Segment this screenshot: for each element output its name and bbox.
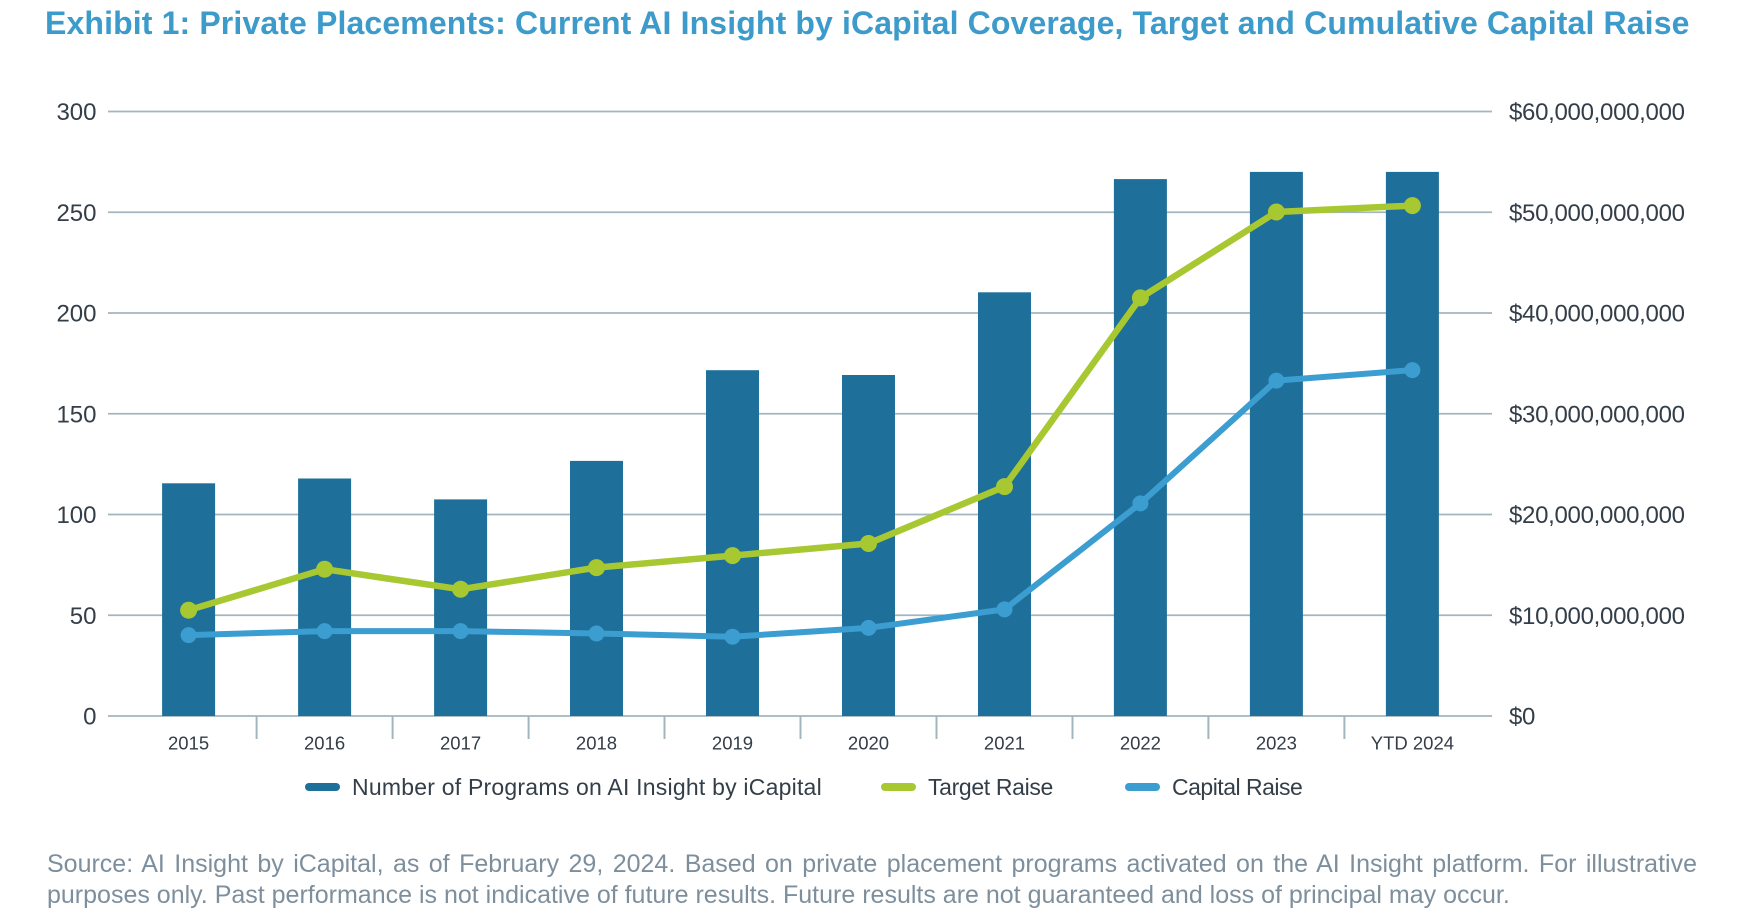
svg-text:250: 250 bbox=[56, 200, 96, 227]
svg-text:Target Raise: Target Raise bbox=[928, 774, 1053, 800]
svg-text:2022: 2022 bbox=[1120, 733, 1161, 754]
svg-text:2018: 2018 bbox=[576, 733, 617, 754]
svg-text:$0: $0 bbox=[1509, 704, 1535, 731]
svg-text:$60,000,000,000: $60,000,000,000 bbox=[1509, 99, 1685, 126]
svg-text:YTD 2024: YTD 2024 bbox=[1371, 733, 1454, 754]
svg-text:$30,000,000,000: $30,000,000,000 bbox=[1509, 401, 1685, 428]
svg-text:$10,000,000,000: $10,000,000,000 bbox=[1509, 603, 1685, 630]
svg-text:2023: 2023 bbox=[1256, 733, 1297, 754]
svg-text:2019: 2019 bbox=[712, 733, 753, 754]
svg-text:$50,000,000,000: $50,000,000,000 bbox=[1509, 200, 1685, 227]
svg-text:0: 0 bbox=[83, 704, 96, 731]
svg-text:2015: 2015 bbox=[168, 733, 209, 754]
svg-text:$20,000,000,000: $20,000,000,000 bbox=[1509, 502, 1685, 529]
svg-text:50: 50 bbox=[70, 603, 97, 630]
svg-text:2016: 2016 bbox=[304, 733, 345, 754]
svg-text:Capital Raise: Capital Raise bbox=[1172, 774, 1302, 800]
svg-text:100: 100 bbox=[56, 502, 96, 529]
svg-text:300: 300 bbox=[56, 99, 96, 126]
svg-text:Exhibit 1: Private Placements:: Exhibit 1: Private Placements: Current A… bbox=[45, 5, 1690, 41]
svg-text:2020: 2020 bbox=[848, 733, 889, 754]
svg-text:Number of Programs on AI Insig: Number of Programs on AI Insight by iCap… bbox=[352, 774, 822, 800]
svg-text:200: 200 bbox=[56, 301, 96, 328]
svg-text:2017: 2017 bbox=[440, 733, 481, 754]
svg-text:$40,000,000,000: $40,000,000,000 bbox=[1509, 301, 1685, 328]
svg-text:2021: 2021 bbox=[984, 733, 1025, 754]
svg-text:150: 150 bbox=[56, 401, 96, 428]
